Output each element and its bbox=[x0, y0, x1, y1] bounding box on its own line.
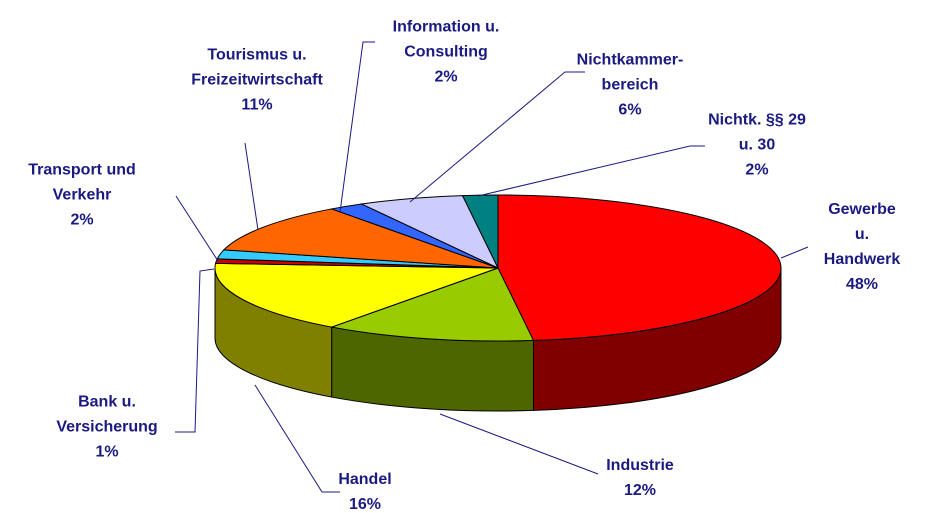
leader-line bbox=[175, 195, 219, 262]
category-name: Bank u. Versicherung bbox=[56, 393, 158, 436]
slice bbox=[497, 194, 782, 341]
slice-label: Bank u. Versicherung 1% bbox=[56, 390, 157, 465]
slice-label: Gewerbe u. Handwerk 48% bbox=[824, 197, 900, 297]
leader-line bbox=[244, 142, 259, 231]
category-name: Gewerbe u. Handwerk bbox=[823, 201, 901, 268]
slice bbox=[214, 262, 499, 328]
value-label: 48% bbox=[845, 276, 879, 293]
leader-line bbox=[477, 145, 705, 197]
category-name: Nichtkammer- bereich bbox=[576, 51, 684, 94]
leader-line bbox=[339, 41, 375, 213]
leader-line bbox=[780, 246, 809, 259]
value-label: 16% bbox=[348, 496, 382, 513]
value-label: 11% bbox=[241, 96, 273, 114]
category-name: Transport und Verkehr bbox=[28, 161, 136, 204]
category-name: Information u. Consulting bbox=[392, 18, 500, 61]
slice-label: Information u. Consulting 2% bbox=[393, 15, 500, 90]
leader-line bbox=[175, 268, 215, 433]
value-label: 2% bbox=[745, 161, 769, 179]
value-label: 6% bbox=[618, 101, 642, 119]
category-name: Industrie bbox=[606, 457, 674, 474]
slice-label: Industrie 12% bbox=[606, 453, 674, 503]
category-name: Handel bbox=[338, 471, 392, 488]
slice bbox=[329, 267, 535, 342]
category-name: Tourismus u. Freizeitwirtschaft bbox=[191, 46, 323, 89]
slice-label: Nichtk. §§ 29 u. 30 2% bbox=[708, 108, 806, 183]
leader-line bbox=[439, 413, 599, 475]
slice bbox=[222, 208, 499, 269]
slice-label: Tourismus u. Freizeitwirtschaft 11% bbox=[191, 43, 323, 118]
slice-label: Nichtkammer- bereich 6% bbox=[577, 48, 684, 123]
slices bbox=[214, 194, 782, 412]
value-label: 1% bbox=[95, 443, 119, 461]
value-label: 12% bbox=[623, 482, 657, 499]
category-name: Nichtk. §§ 29 u. 30 bbox=[708, 111, 806, 154]
leader-line bbox=[254, 384, 340, 493]
value-label: 2% bbox=[434, 68, 458, 86]
slice-label: Transport und Verkehr 2% bbox=[28, 158, 136, 233]
slice-label: Handel 16% bbox=[338, 467, 391, 513]
value-label: 2% bbox=[70, 211, 94, 229]
leader-line bbox=[409, 71, 585, 203]
